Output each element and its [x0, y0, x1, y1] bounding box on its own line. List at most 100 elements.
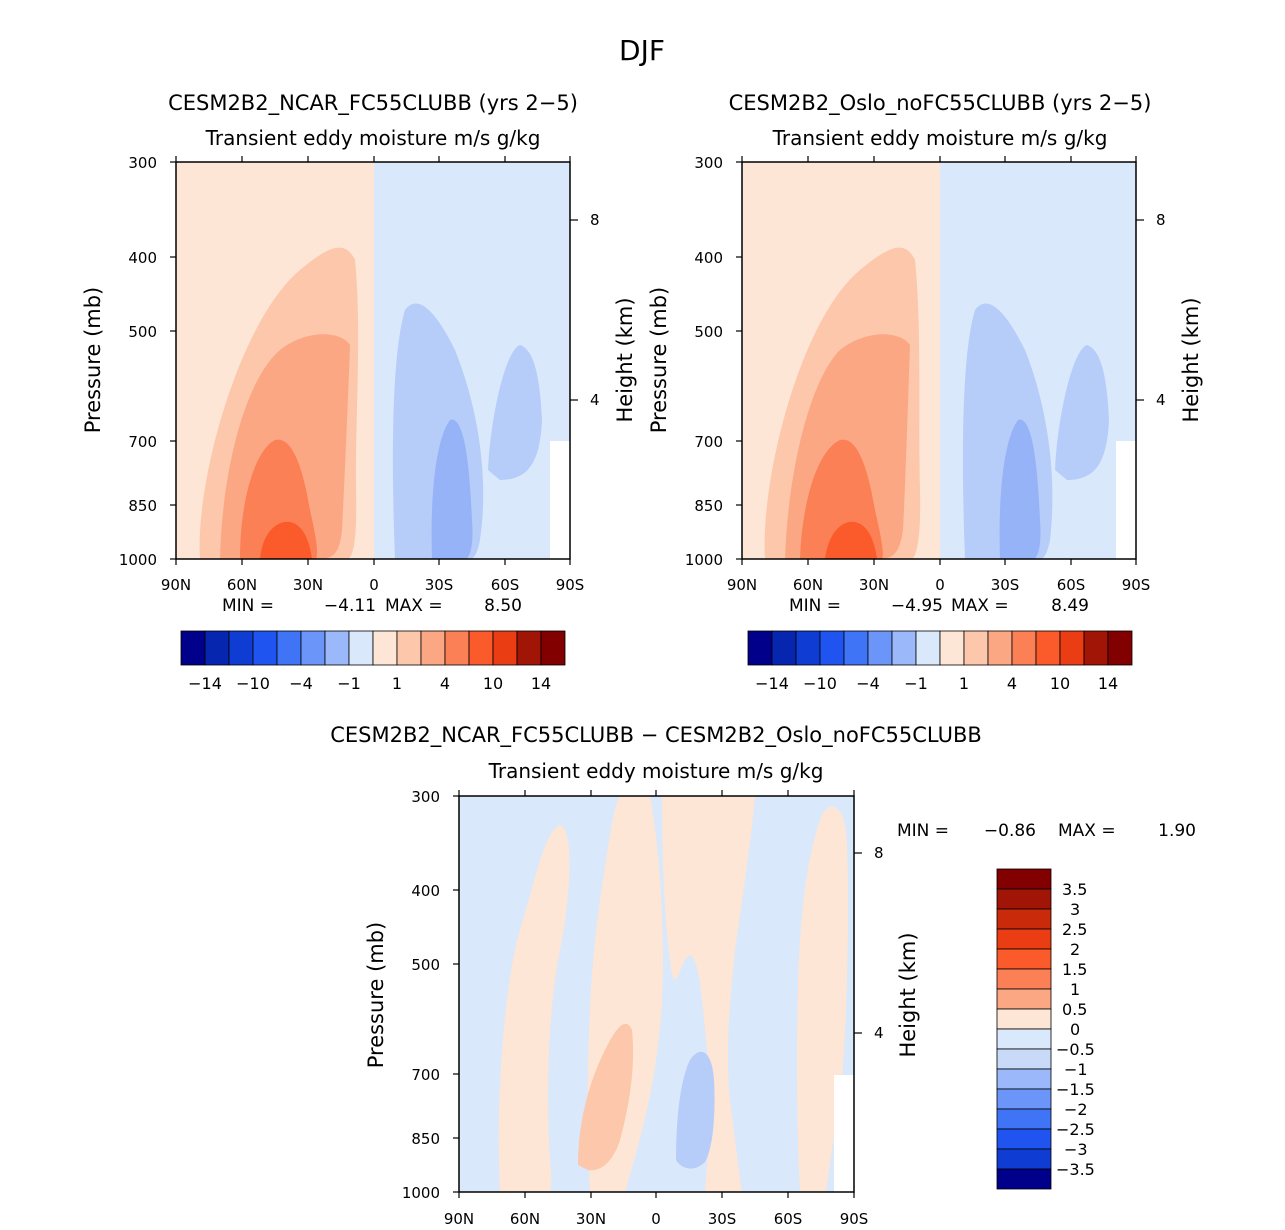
panel-3-xtick-90n: 90N [444, 1210, 474, 1228]
panel-1-title: CESM2B2_NCAR_FC55CLUBB (yrs 2−5) [168, 91, 578, 116]
panel-3-colorbar: 3.5 3 2.5 2 1.5 1 0.5 0 −0.5 −1 −1.5 −2 … [996, 868, 1095, 1190]
panel-3-cb-label: 3.5 [1062, 880, 1087, 899]
panel-1-stat-max-label: MAX = [385, 596, 443, 616]
panel-2-stat-max-label: MAX = [951, 596, 1009, 616]
panel-2-colorbar: −14 −10 −4 −1 1 4 10 14 [747, 630, 1133, 693]
panel-2-contour-pos5 [825, 521, 877, 559]
panel-1-xtick-0: 0 [369, 576, 379, 594]
panel-1-xtick-30n: 30N [293, 576, 323, 594]
panel-2-cb-label: −4 [856, 674, 880, 693]
panel-1-y2tick-4: 4 [590, 391, 600, 409]
panel-2-ticks [736, 156, 1144, 565]
panel-3-cb-label: 0 [1070, 1020, 1080, 1039]
panel-1-ytick-700: 700 [128, 433, 157, 451]
colorbar-box [1059, 630, 1085, 666]
colorbar-box [996, 1168, 1052, 1190]
panel-2-ylabel: Pressure (mb) [647, 287, 671, 434]
panel-2-frame [741, 161, 1137, 560]
colorbar-box [747, 630, 773, 666]
panel-3-contour-neg2 [676, 1051, 715, 1169]
panel-2-ytick-700: 700 [694, 433, 723, 451]
panel-2-cb-label: 4 [1007, 674, 1017, 693]
panel-2-y2label: Height (km) [1179, 297, 1203, 422]
panel-3-title: CESM2B2_NCAR_FC55CLUBB − CESM2B2_Oslo_no… [330, 723, 982, 748]
panel-2-missing-data [1116, 441, 1136, 559]
panel-1-stat-max-value: 8.50 [484, 596, 522, 616]
panel-2-cb-label: 14 [1098, 674, 1118, 693]
colorbar-box [516, 630, 542, 666]
panel-1-cb-label: 1 [392, 674, 402, 693]
colorbar-box [252, 630, 278, 666]
colorbar-box [996, 1148, 1052, 1170]
colorbar-box [300, 630, 326, 666]
panel-3-y2tick-4: 4 [874, 1024, 884, 1042]
panel-2-ytick-1000: 1000 [685, 551, 723, 569]
panel-3-cb-label: −1 [1064, 1060, 1088, 1079]
panel-1-contour-neg2b [488, 345, 542, 480]
colorbar-box [180, 630, 206, 666]
colorbar-box [396, 630, 422, 666]
panel-2: CESM2B2_Oslo_noFC55CLUBB (yrs 2−5) Trans… [647, 91, 1203, 693]
panel-1-cb-label: 10 [483, 674, 503, 693]
panel-1-y2label: Height (km) [613, 297, 637, 422]
panel-3-stat-min-value: −0.86 [984, 821, 1036, 841]
colorbar-box [795, 630, 821, 666]
colorbar-box [492, 630, 518, 666]
panel-1-ylabel: Pressure (mb) [81, 287, 105, 434]
panel-2-contour-neg2b [1055, 345, 1109, 480]
panel-3-colorbar-boxes [996, 868, 1052, 1190]
panel-3-xtick-0: 0 [651, 1210, 661, 1228]
panel-2-stat-min-value: −4.95 [891, 596, 943, 616]
colorbar-box [867, 630, 893, 666]
panel-2-xtick-0: 0 [935, 576, 945, 594]
panel-3-xtick-60s: 60S [774, 1210, 803, 1228]
colorbar-box [843, 630, 869, 666]
panel-3-xtick-90s: 90S [840, 1210, 869, 1228]
colorbar-box [1107, 630, 1133, 666]
panel-3-cb-label: −2.5 [1056, 1120, 1095, 1139]
colorbar-box [1011, 630, 1037, 666]
panel-1-missing-data [550, 441, 570, 559]
colorbar-box [996, 968, 1052, 990]
colorbar-box [996, 908, 1052, 930]
panel-3-variable: Transient eddy moisture m/s g/kg [488, 759, 824, 783]
panel-1-cb-label: −10 [236, 674, 270, 693]
colorbar-box [996, 1028, 1052, 1050]
panel-3-stat-max-value: 1.90 [1158, 821, 1196, 841]
panel-3-contour-pos-c [662, 796, 755, 1192]
panel-3-cb-label: −1.5 [1056, 1080, 1095, 1099]
panel-3-ytick-850: 850 [411, 1130, 440, 1148]
panel-1-ytick-850: 850 [128, 497, 157, 515]
colorbar-box [228, 630, 254, 666]
colorbar-box [996, 1088, 1052, 1110]
colorbar-box [276, 630, 302, 666]
panel-3-cb-label: −0.5 [1056, 1040, 1095, 1059]
colorbar-box [987, 630, 1013, 666]
panel-1-ticks [170, 156, 578, 565]
colorbar-box [996, 1048, 1052, 1070]
panel-1-colorbar-boxes [180, 630, 566, 666]
panel-3-stat-max-label: MAX = [1058, 821, 1116, 841]
colorbar-box [996, 988, 1052, 1010]
panel-3-cb-label: 2 [1070, 940, 1080, 959]
panel-3-contour-pos2 [578, 1023, 634, 1171]
panel-2-xtick-90s: 90S [1122, 576, 1151, 594]
panel-1-contour-neg3 [431, 419, 473, 559]
panel-1-xtick-60s: 60S [491, 576, 520, 594]
panel-2-plot-area [741, 161, 1137, 560]
panel-2-y2tick-4: 4 [1156, 391, 1166, 409]
panel-1-stat-min-label: MIN = [222, 596, 274, 616]
panel-3-ytick-1000: 1000 [402, 1184, 440, 1202]
panel-1-stat-min-value: −4.11 [324, 596, 376, 616]
panel-3-cb-label: −2 [1064, 1100, 1088, 1119]
colorbar-box [996, 1008, 1052, 1030]
panel-1-variable: Transient eddy moisture m/s g/kg [205, 126, 541, 150]
panel-3-cb-label: −3 [1064, 1140, 1088, 1159]
panel-1-cb-label: 4 [440, 674, 450, 693]
panel-1-ytick-400: 400 [128, 249, 157, 267]
panel-1-xtick-90s: 90S [556, 576, 585, 594]
colorbar-box [996, 1068, 1052, 1090]
colorbar-box [996, 1108, 1052, 1130]
panel-2-stat-max-value: 8.49 [1051, 596, 1089, 616]
